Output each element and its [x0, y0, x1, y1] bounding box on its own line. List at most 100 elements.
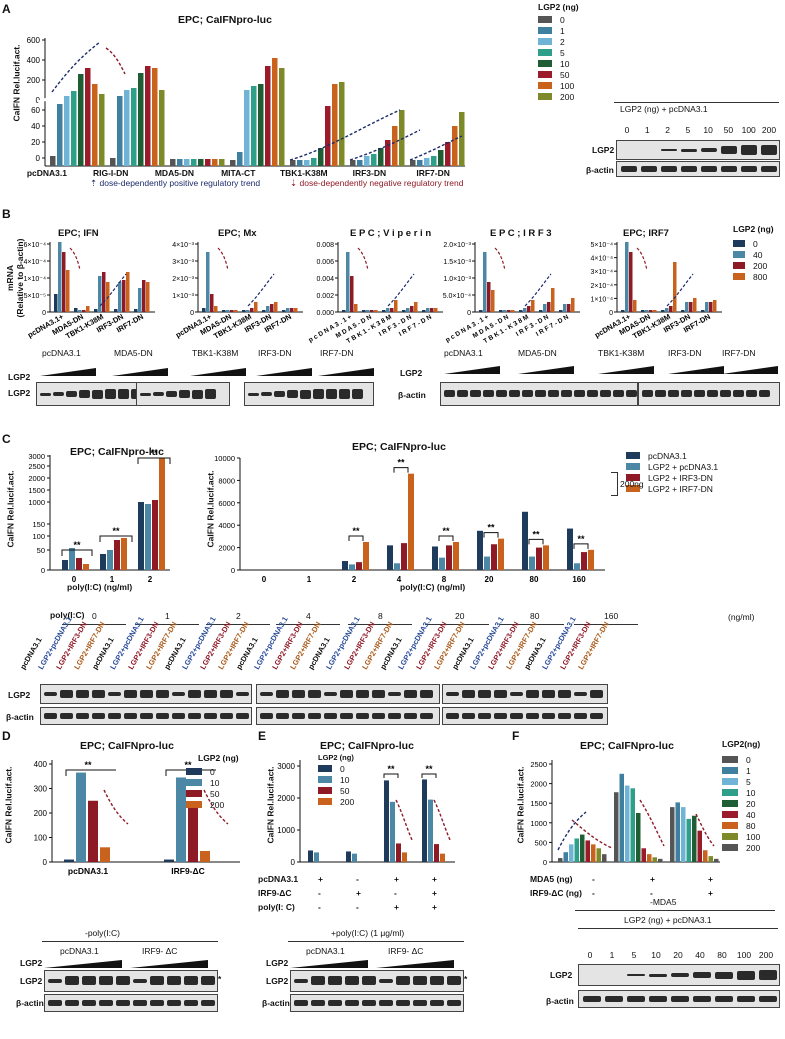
- legend-swatch: [318, 787, 332, 794]
- panel-a-legend: 0 1 2 5 10 50 100 200: [538, 14, 574, 102]
- blot-band: [737, 996, 755, 1002]
- blot-band: [133, 979, 147, 983]
- blot-band: [694, 390, 705, 397]
- y-tick-label: 1000: [530, 819, 547, 828]
- x-tick-label: 2: [352, 575, 357, 584]
- bar: [625, 242, 629, 312]
- bar: [362, 310, 366, 312]
- bar: [170, 159, 176, 166]
- bar: [177, 159, 183, 166]
- lane-label: 100: [736, 950, 752, 960]
- panel-a-lane-labels: 0 1 2 5 10 50 100 200: [618, 125, 778, 135]
- panel-c-blot-unit: (ng/ml): [728, 612, 755, 622]
- blot-group-label: IRF9- ΔC: [388, 946, 424, 956]
- blot-band: [92, 389, 103, 399]
- bar: [491, 290, 495, 312]
- panel-d-title: EPC; CaIFNpro-luc: [80, 740, 174, 752]
- blot-band: [140, 713, 153, 719]
- western-blot-lgp2: [578, 964, 780, 986]
- blot-band: [60, 690, 73, 698]
- y-tick-label: 1.5×10⁻³: [443, 259, 471, 266]
- bar: [414, 302, 418, 312]
- blot-band: [179, 390, 190, 398]
- trend-arrow-positive: [524, 273, 552, 307]
- lane-label: 20: [673, 950, 683, 960]
- bar: [673, 262, 677, 312]
- blot-band: [721, 146, 737, 154]
- western-blot-actin: [578, 990, 780, 1008]
- bar: [219, 159, 225, 166]
- band-star: *: [218, 974, 222, 984]
- blot-band: [308, 713, 321, 719]
- dose-wedge-shape: [598, 366, 654, 374]
- e-legend-item: 0: [318, 763, 354, 774]
- dose-wedge: [598, 366, 654, 374]
- dose-wedge-shape: [290, 960, 368, 968]
- bar: [99, 94, 105, 166]
- bar: [641, 848, 646, 862]
- panel-c-legend: pcDNA3.1 LGP2 + pcDNA3.1 LGP2 + IRF3-DN LGP…: [626, 450, 718, 494]
- legend-swatch: [186, 779, 202, 786]
- e-condition-sign: -: [318, 902, 321, 912]
- blot-band: [446, 692, 459, 696]
- a-legend-label: 1: [560, 25, 565, 36]
- f-legend-item: 5: [722, 776, 760, 787]
- trend-arrow-positive: [289, 109, 401, 161]
- western-blot-lgp2: [616, 140, 780, 160]
- blot-band: [496, 390, 507, 397]
- bar: [254, 302, 258, 312]
- bar: [410, 160, 416, 166]
- blot-row-label: LGP2: [20, 976, 43, 986]
- legend-swatch: [733, 273, 745, 280]
- f-legend-label: 100: [746, 831, 761, 842]
- bar: [318, 148, 324, 166]
- bar: [117, 96, 123, 166]
- dose-wedge: [722, 366, 778, 374]
- y-tick-label: 8000: [218, 476, 235, 485]
- e-condition-label: poly(I: C): [258, 902, 295, 912]
- bar: [422, 310, 426, 312]
- blot-band: [542, 713, 555, 719]
- y-tick-label: 2000: [277, 794, 295, 803]
- blot-band: [483, 390, 494, 397]
- western-blot-actin: [440, 382, 638, 406]
- y-tick-label: 1500: [530, 799, 547, 808]
- a-group-label: pcDNA3.1: [26, 168, 67, 178]
- bar: [440, 853, 445, 862]
- bar: [374, 310, 378, 312]
- blot-band: [150, 976, 164, 985]
- panel-b-legend: 0 40 200 800: [733, 238, 767, 282]
- a-group-label: MITA-CT: [221, 168, 256, 178]
- panel-label-e: E: [258, 729, 267, 743]
- blot-title: -MDA5: [650, 897, 677, 907]
- bar: [445, 142, 451, 166]
- panel-e-legend: 0 10 50 200: [318, 763, 354, 807]
- e-condition-label: pcDNA3.1: [258, 874, 299, 884]
- bar: [681, 807, 686, 862]
- panel-b-subtitle: E P C ; V i p e r i n: [350, 228, 432, 239]
- trend-arrow-positive: [387, 273, 415, 307]
- blot-group-label: TBK1-K38M: [598, 348, 645, 358]
- legend-swatch: [626, 485, 640, 492]
- y-tick-label: 0: [42, 310, 46, 317]
- dose-wedge: [376, 960, 454, 968]
- blot-band: [627, 996, 645, 1002]
- y-tick-label: 200: [27, 76, 41, 85]
- blot-band: [715, 971, 733, 979]
- bar: [202, 308, 206, 312]
- bar: [57, 104, 63, 166]
- y-tick-label: 5×10⁻⁵: [24, 293, 46, 300]
- lane-label: 0: [624, 125, 630, 135]
- western-blot-actin: [40, 707, 252, 725]
- f-condition-sign: +: [708, 888, 713, 898]
- blot-band: [204, 690, 217, 698]
- a-group-label: MDA5-DN: [154, 168, 195, 178]
- legend-bracket: [611, 472, 618, 496]
- dose-wedge-shape: [318, 368, 374, 376]
- lane-label: 1: [644, 125, 650, 135]
- bar: [434, 844, 439, 862]
- trend-arrow-negative: [636, 247, 648, 271]
- legend-swatch: [538, 16, 552, 23]
- x-tick-label: 80: [530, 575, 539, 584]
- bar: [354, 304, 358, 312]
